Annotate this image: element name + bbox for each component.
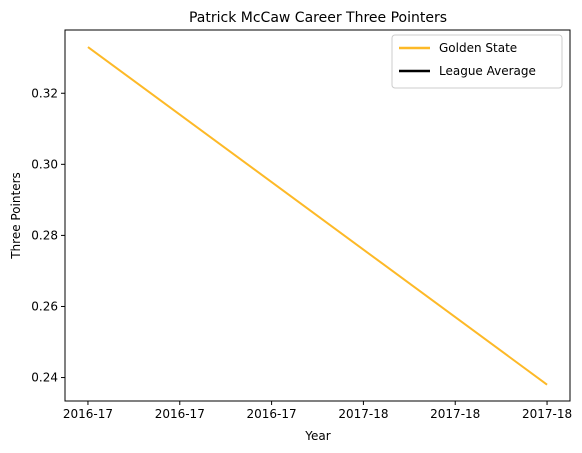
axes-frame <box>64 29 571 402</box>
x-tick-label: 2017-18 <box>338 407 388 421</box>
y-tick-label: 0.30 <box>31 157 58 171</box>
series-lines <box>87 46 548 386</box>
x-tick-label: 2017-18 <box>430 407 480 421</box>
legend-label-golden-state: Golden State <box>439 41 517 55</box>
x-tick-label: 2017-18 <box>522 407 572 421</box>
y-tick-label: 0.24 <box>31 371 58 385</box>
legend: Golden State League Average <box>391 34 563 89</box>
x-axis-label: Year <box>304 429 330 443</box>
chart-title: Patrick McCaw Career Three Pointers <box>189 10 447 26</box>
x-tick-label: 2016-17 <box>247 407 297 421</box>
y-tick-label: 0.26 <box>31 299 58 313</box>
legend-label-league-average: League Average <box>439 64 536 78</box>
y-axis-label: Three Pointers <box>9 172 23 260</box>
legend-box <box>391 34 563 89</box>
plot-area: 0.240.260.280.300.32 2016-17 2016-17 2016-… <box>31 29 572 421</box>
x-tick-label: 2016-17 <box>63 407 113 421</box>
y-axis: 0.24 0.26 0.28 0.30 0.32 <box>31 86 65 385</box>
y-tick-label: 0.28 <box>31 228 58 242</box>
x-tick-label: 2016-17 <box>155 407 205 421</box>
x-axis: 2016-17 2016-17 2016-17 2017-18 2017-18 2017-… <box>63 401 572 421</box>
series-line-golden-state <box>87 46 548 386</box>
y-tick-label: 0.32 <box>31 86 58 100</box>
